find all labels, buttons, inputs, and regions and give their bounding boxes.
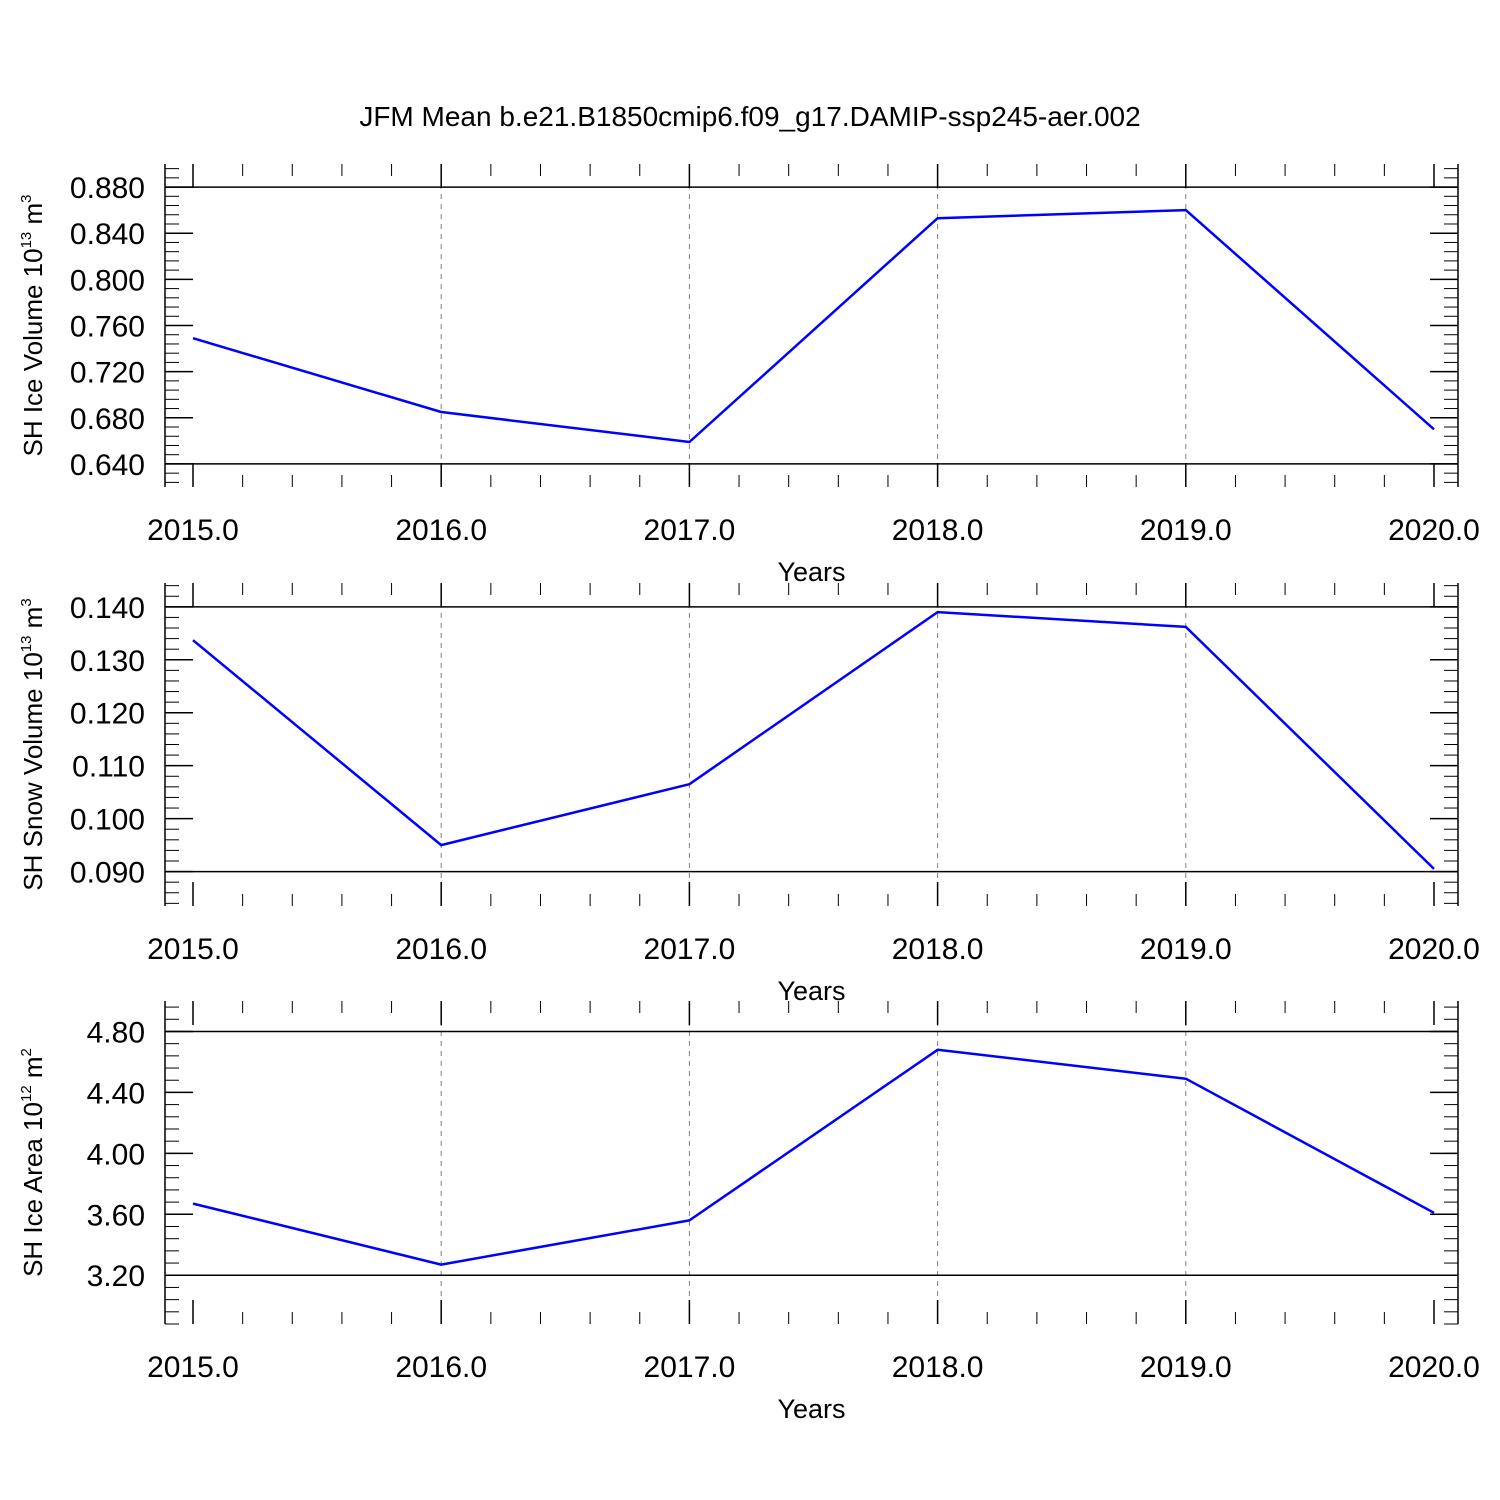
y-tick-label: 3.20 [87, 1260, 145, 1293]
series-line [192, 208, 1435, 444]
panel-3: 3.20 3.60 4.00 4.40 4.80 2015.0 2016.0 2017.0 20… [18, 1001, 1480, 1424]
y-tick-label: 0.120 [70, 698, 145, 731]
x-tick-label: 2020.0 [1388, 933, 1480, 966]
y-tick-label: 0.680 [70, 403, 145, 436]
x-tick-label: 2018.0 [892, 1351, 984, 1384]
x-tick-label: 2017.0 [644, 1351, 736, 1384]
panels: 0.640 0.680 0.720 0.760 0.800 0.840 0.880 2015.… [18, 164, 1480, 1424]
y-tick-label: 3.60 [87, 1199, 145, 1232]
y-tick-label: 4.40 [87, 1077, 145, 1110]
x-tick-label: 2019.0 [1140, 514, 1232, 547]
x-tick-label: 2017.0 [644, 933, 736, 966]
y-axis-title: SH Ice Area 1012 m2 [18, 1048, 48, 1277]
y-tick-label: 0.840 [70, 218, 145, 251]
x-tick-label: 2016.0 [395, 514, 487, 547]
y-tick-label: 0.880 [70, 172, 145, 205]
y-tick-label: 0.130 [70, 645, 145, 678]
x-tick-label: 2015.0 [147, 1351, 239, 1384]
y-tick-label: 4.00 [87, 1138, 145, 1171]
y-tick-label: 0.800 [70, 264, 145, 297]
series-line [192, 1048, 1435, 1266]
x-tick-label: 2018.0 [892, 933, 984, 966]
x-tick-label: 2019.0 [1140, 1351, 1232, 1384]
y-axis-title: SH Snow Volume 1013 m3 [18, 598, 48, 890]
panel-1: 0.640 0.680 0.720 0.760 0.800 0.840 0.880 2015.… [18, 164, 1480, 587]
y-tick-label: 0.720 [70, 357, 145, 390]
y-tick-label: 0.090 [70, 857, 145, 890]
x-tick-label: 2015.0 [147, 933, 239, 966]
x-tick-label: 2019.0 [1140, 933, 1232, 966]
x-tick-label: 2020.0 [1388, 1351, 1480, 1384]
y-tick-label: 0.110 [72, 751, 145, 784]
y-tick-label: 0.140 [70, 592, 145, 625]
figure-title: JFM Mean b.e21.B1850cmip6.f09_g17.DAMIP-… [359, 101, 1140, 132]
x-axis-title: Years [777, 557, 845, 587]
x-tick-label: 2016.0 [395, 1351, 487, 1384]
panel-2: 0.090 0.100 0.110 0.120 0.130 0.140 2015.0 2016… [18, 583, 1480, 1006]
y-tick-label: 0.760 [70, 311, 145, 344]
series-line [192, 610, 1435, 870]
x-tick-label: 2018.0 [892, 514, 984, 547]
x-tick-label: 2017.0 [644, 514, 736, 547]
x-axis-title: Years [777, 1394, 845, 1424]
x-tick-label: 2015.0 [147, 514, 239, 547]
x-tick-label: 2016.0 [395, 933, 487, 966]
y-axis-title: SH Ice Volume 1013 m3 [18, 194, 48, 456]
y-tick-label: 0.640 [70, 449, 145, 482]
x-tick-label: 2020.0 [1388, 514, 1480, 547]
x-axis-title: Years [777, 976, 845, 1006]
y-tick-label: 4.80 [87, 1016, 145, 1049]
y-tick-label: 0.100 [70, 804, 145, 837]
